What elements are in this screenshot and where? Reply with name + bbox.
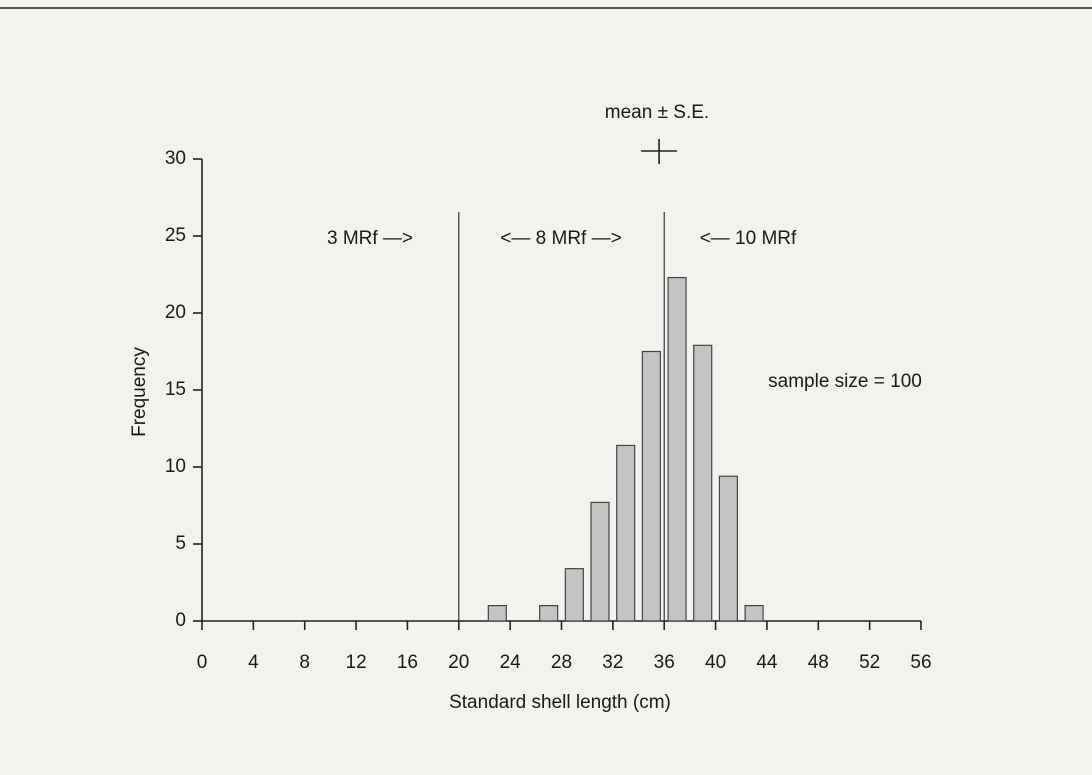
x-tick-label: 44 [756,652,778,673]
bar [667,276,687,622]
annotation: <— 8 MRf —> [500,228,621,249]
bar [487,604,507,622]
annotation: <— 10 MRf [700,228,797,249]
x-tick-label: 52 [859,652,880,673]
annotation: 3 MRf —> [327,228,413,249]
y-tick-label: 15 [165,379,186,400]
x-tick-label: 40 [705,652,726,673]
x-tick-label: 56 [910,652,931,673]
y-tick-label: 5 [175,533,186,554]
bar [616,444,636,622]
x-tick-label: 8 [299,652,310,673]
bar [539,604,559,622]
bar [590,501,610,622]
bar [693,344,713,622]
y-axis-label: Frequency [129,347,150,437]
y-tick-label: 20 [165,302,186,323]
y-tick-label: 25 [165,225,186,246]
x-tick-label: 24 [500,652,522,673]
bar [718,475,738,622]
y-tick-label: 30 [165,148,186,169]
x-axis-label: Standard shell length (cm) [449,692,671,713]
x-tick-label: 32 [602,652,623,673]
x-tick-label: 28 [551,652,572,673]
x-tick-label: 4 [248,652,259,673]
annotation: sample size = 100 [768,371,922,392]
x-tick-label: 12 [346,652,367,673]
bar [641,350,661,622]
y-tick-label: 0 [175,610,186,631]
x-tick-label: 20 [448,652,469,673]
bar [744,604,764,622]
bar [564,568,584,622]
x-tick-label: 16 [397,652,418,673]
x-tick-label: 0 [197,652,208,673]
mean-label: mean ± S.E. [605,102,709,123]
x-tick-label: 36 [654,652,675,673]
y-tick-label: 10 [165,456,186,477]
x-tick-label: 48 [808,652,829,673]
